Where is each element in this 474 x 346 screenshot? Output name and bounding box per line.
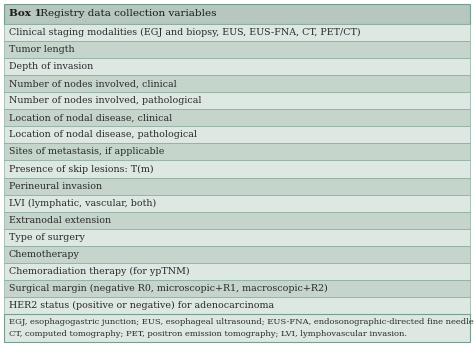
Text: HER2 status (positive or negative) for adenocarcinoma: HER2 status (positive or negative) for a… [9,301,274,310]
Text: Sites of metastasis, if applicable: Sites of metastasis, if applicable [9,147,164,156]
Bar [4,109,470,126]
Bar [4,246,470,263]
Bar [4,58,470,75]
Text: Number of nodes involved, pathological: Number of nodes involved, pathological [9,96,201,105]
Bar [4,4,470,24]
Text: Tumor length: Tumor length [9,45,74,54]
Bar [4,297,470,314]
Text: Chemotherapy: Chemotherapy [9,250,80,259]
Bar [4,92,470,109]
Text: Depth of invasion: Depth of invasion [9,62,93,71]
Bar [4,126,470,143]
Bar [4,314,470,342]
Text: Location of nodal disease, clinical: Location of nodal disease, clinical [9,113,172,122]
Bar [4,143,470,161]
Text: CT, computed tomography; PET, positron emission tomography; LVI, lymphovascular : CT, computed tomography; PET, positron e… [9,330,407,338]
Bar [4,24,470,41]
Text: Registry data collection variables: Registry data collection variables [37,9,217,18]
Bar [4,212,470,229]
Bar [4,194,470,212]
Text: Location of nodal disease, pathological: Location of nodal disease, pathological [9,130,197,139]
Bar [4,161,470,177]
Text: Chemoradiation therapy (for ypTNM): Chemoradiation therapy (for ypTNM) [9,267,190,276]
Text: EGJ, esophagogastric junction; EUS, esophageal ultrasound; EUS-FNA, endosonograp: EGJ, esophagogastric junction; EUS, esop… [9,318,474,326]
Text: Presence of skip lesions: T(m): Presence of skip lesions: T(m) [9,164,154,174]
Text: Clinical staging modalities (EGJ and biopsy, EUS, EUS-FNA, CT, PET/CT): Clinical staging modalities (EGJ and bio… [9,28,361,37]
Text: Surgical margin (negative R0, microscopic+R1, macroscopic+R2): Surgical margin (negative R0, microscopi… [9,284,328,293]
Bar [4,280,470,297]
Text: Box 1: Box 1 [9,9,42,18]
Bar [4,41,470,58]
Bar [4,263,470,280]
Text: Number of nodes involved, clinical: Number of nodes involved, clinical [9,79,177,88]
Bar [4,75,470,92]
Text: LVI (lymphatic, vascular, both): LVI (lymphatic, vascular, both) [9,199,156,208]
Text: Extranodal extension: Extranodal extension [9,216,111,225]
Bar [4,229,470,246]
Text: Perineural invasion: Perineural invasion [9,182,102,191]
Bar [4,177,470,194]
Text: Type of surgery: Type of surgery [9,233,85,242]
